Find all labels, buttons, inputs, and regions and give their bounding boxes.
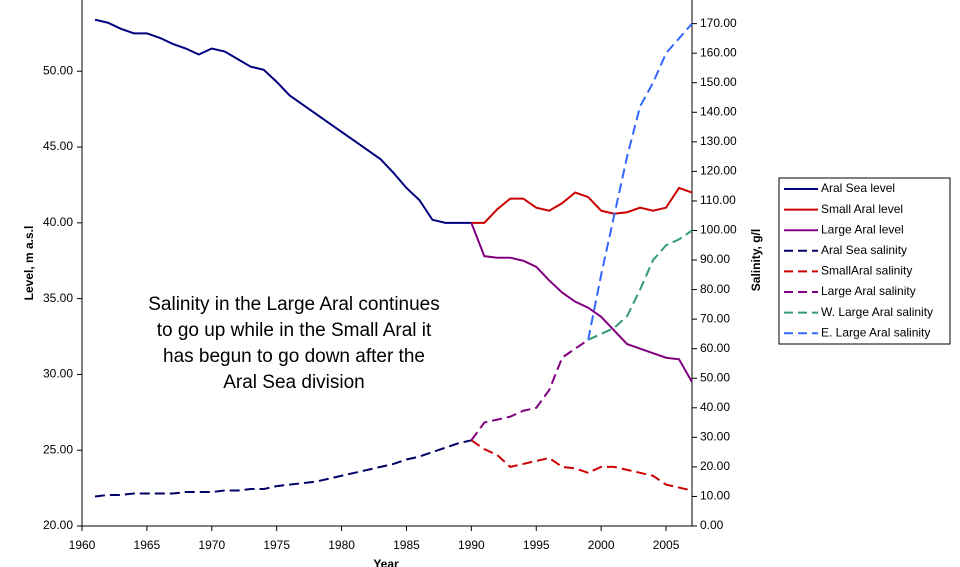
series-line xyxy=(587,229,693,341)
series-line xyxy=(94,439,472,498)
legend-label: Large Aral level xyxy=(821,222,904,236)
y2-tick-label: 40.00 xyxy=(700,400,730,414)
y-tick-label: 20.00 xyxy=(43,518,73,532)
annotation: Salinity in the Large Aral continues xyxy=(148,294,440,315)
y2-tick-label: 0.00 xyxy=(700,518,724,532)
x-tick-label: 1985 xyxy=(393,538,420,552)
y2-tick-label: 30.00 xyxy=(700,430,730,444)
y2-tick-label: 160.00 xyxy=(700,45,737,59)
y2-tick-label: 80.00 xyxy=(700,282,730,296)
y2-axis-label: Salinity, g/l xyxy=(749,229,763,291)
x-tick-label: 1990 xyxy=(458,538,485,552)
x-tick-label: 1995 xyxy=(523,538,550,552)
y2-tick-label: 130.00 xyxy=(700,134,737,148)
y2-tick-label: 110.00 xyxy=(700,193,736,207)
x-tick-label: 2000 xyxy=(588,538,615,552)
annotation: Aral Sea division xyxy=(223,372,365,393)
legend-label: Aral Sea level xyxy=(821,181,895,195)
y2-tick-label: 90.00 xyxy=(700,252,730,266)
y-tick-label: 45.00 xyxy=(43,139,73,153)
y-tick-label: 40.00 xyxy=(43,215,73,229)
legend-label: Small Aral level xyxy=(821,202,903,216)
y2-tick-label: 150.00 xyxy=(700,75,737,89)
y2-tick-label: 100.00 xyxy=(700,223,737,237)
y-tick-label: 50.00 xyxy=(43,63,73,77)
x-tick-label: 1960 xyxy=(69,538,96,552)
series-line xyxy=(470,439,693,492)
y2-tick-label: 50.00 xyxy=(700,370,730,384)
legend-label: W. Large Aral salinity xyxy=(821,305,933,319)
x-tick-label: 1975 xyxy=(263,538,290,552)
legend-label: E. Large Aral salinity xyxy=(821,325,930,339)
x-tick-label: 1965 xyxy=(134,538,161,552)
y2-tick-label: 70.00 xyxy=(700,311,730,325)
y2-tick-label: 120.00 xyxy=(700,164,737,178)
series-line xyxy=(470,339,589,441)
x-tick-label: 2005 xyxy=(653,538,680,552)
y2-tick-label: 140.00 xyxy=(700,104,737,118)
y2-tick-label: 170.00 xyxy=(700,16,737,30)
series-line xyxy=(471,186,693,224)
legend-label: Aral Sea salinity xyxy=(821,243,907,257)
legend-box xyxy=(778,177,951,345)
series-line xyxy=(94,18,472,224)
annotation: has begun to go down after the xyxy=(163,346,425,367)
x-tick-label: 1980 xyxy=(328,538,355,552)
annotation: to go up while in the Small Aral it xyxy=(157,320,432,341)
y-axis-label: Level, m a.s.l xyxy=(22,226,36,301)
x-axis-label: Year xyxy=(373,557,399,567)
legend-label: SmallAral salinity xyxy=(821,264,912,278)
legend-label: Large Aral salinity xyxy=(821,284,916,298)
y2-tick-label: 20.00 xyxy=(700,459,730,473)
x-tick-label: 1970 xyxy=(198,538,225,552)
y-tick-label: 35.00 xyxy=(43,291,73,305)
series-line xyxy=(587,22,693,341)
series-line xyxy=(470,222,693,383)
y2-tick-label: 10.00 xyxy=(700,489,730,503)
y-tick-label: 25.00 xyxy=(43,442,73,456)
y2-tick-label: 60.00 xyxy=(700,341,730,355)
y-tick-label: 30.00 xyxy=(43,367,73,381)
